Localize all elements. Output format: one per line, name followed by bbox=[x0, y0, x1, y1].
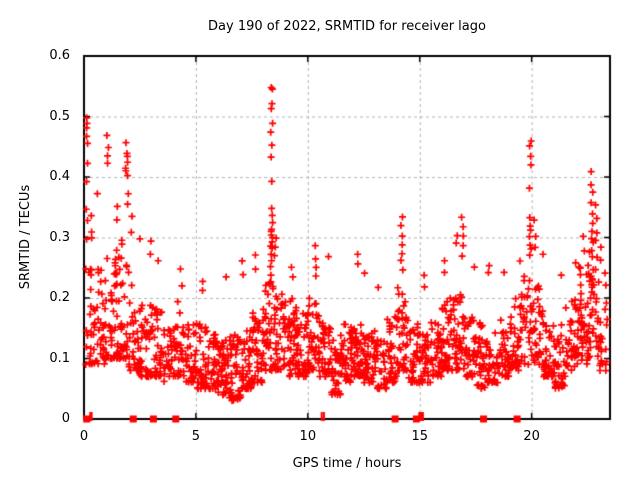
x-tick-label-10: 10 bbox=[299, 429, 317, 444]
y-tick-label-0.6: 0.6 bbox=[49, 48, 70, 63]
x-tick-label-20: 20 bbox=[523, 429, 540, 444]
x-tick-label-5: 5 bbox=[191, 429, 201, 444]
x-tick-label-15: 15 bbox=[411, 429, 428, 444]
y-tick-label-0.2: 0.2 bbox=[49, 290, 70, 305]
chart-title: Day 190 of 2022, SRMTID for receiver lag… bbox=[208, 19, 486, 34]
y-tick-label-0.4: 0.4 bbox=[49, 169, 70, 184]
y-tick-label-0.1: 0.1 bbox=[49, 350, 70, 366]
x-axis-title: GPS time / hours bbox=[292, 456, 402, 471]
x-tick-label-0: 0 bbox=[79, 429, 89, 444]
y-tick-label-0.3: 0.3 bbox=[49, 229, 70, 245]
y-tick-label-0.5: 0.5 bbox=[49, 108, 70, 124]
y-tick-label-0: 0 bbox=[61, 411, 70, 426]
